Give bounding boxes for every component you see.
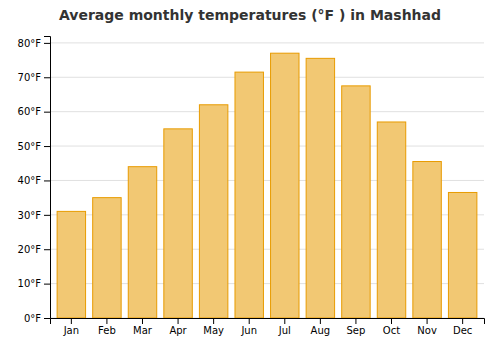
y-tick: 60°F [18,106,50,117]
x-tick-mark [391,318,392,324]
x-tick-label: Dec [453,325,472,336]
x-tick-mark [355,318,356,324]
grid-line [50,146,484,147]
y-tick: 30°F [18,210,50,221]
bar [377,122,405,318]
x-tick-mark [142,318,143,324]
y-tick-label: 80°F [18,38,42,49]
x-tick-label: Jan [63,325,79,336]
x-tick-label: Nov [417,325,437,336]
x-tick-label: Aug [311,325,331,336]
chart: Average monthly temperatures (°F ) in Ma… [0,0,500,350]
y-tick-mark [44,284,50,285]
x-tick-mark [427,318,428,324]
y-tick-mark [44,43,50,44]
x-tick: Jun [240,318,257,336]
x-tick: May [203,318,224,336]
bar [235,72,263,318]
x-tick-mark [71,318,72,324]
x-tick-label: Sep [347,325,366,336]
title: Average monthly temperatures (°F ) in Ma… [59,7,441,23]
y-tick-label: 40°F [18,175,42,186]
x-tick-mark [249,318,250,324]
x-tick: Mar [133,318,153,336]
y-tick: 10°F [18,278,50,289]
bar [413,162,441,318]
grid-line [50,42,484,43]
x-tick: Sep [347,318,366,336]
x-tick: Nov [417,318,437,336]
y-tick-mark [44,215,50,216]
y-tick-mark [44,112,50,113]
bar [271,53,299,318]
x-tick-mark [178,318,179,324]
x-tick-mark [213,318,214,324]
y-tick-label: 50°F [18,141,42,152]
bar [57,211,85,318]
x-axis: Jan Feb Mar Apr May Jun Jul Aug Sep Oct Nov Dec [51,318,485,336]
bar [128,167,156,318]
y-tick-label: 10°F [18,278,42,289]
y-tick-label: 30°F [18,210,42,221]
x-tick-label: Apr [169,325,187,336]
bar [93,198,121,318]
x-tick-mark [320,318,321,324]
grid-line [50,77,484,78]
y-tick-label: 60°F [18,106,42,117]
bar [164,129,192,318]
y-tick-label: 20°F [18,244,42,255]
y-tick-mark [44,318,50,319]
x-tick: Jan [63,318,79,336]
y-tick-label: 70°F [18,72,42,83]
x-tick-mark [106,318,107,324]
y-tick: 40°F [18,175,50,186]
plot: Jan Feb Mar Apr May Jun Jul Aug Sep Oct Nov Dec 0°F 1… [18,37,485,337]
y-tick: 50°F [18,141,50,152]
x-tick: Apr [169,318,187,336]
x-tick: Aug [311,318,331,336]
x-tick-label: May [203,325,224,336]
y-tick-mark [44,249,50,250]
x-tick-label: Oct [383,325,400,336]
y-tick: 70°F [18,72,50,83]
x-tick: Jul [278,318,291,336]
x-tick: Feb [98,318,116,336]
bar [448,192,476,318]
x-tick-label: Mar [133,325,153,336]
y-tick-mark [44,180,50,181]
x-tick-mark [462,318,463,324]
y-axis: 0°F 10°F 20°F 30°F 40°F 50°F 60°F 70°F 80°F [18,37,51,324]
bars [57,53,477,318]
y-tick-mark [44,146,50,147]
y-axis-line [44,37,51,319]
y-tick: 80°F [18,38,50,49]
grid [50,43,484,318]
y-tick-label: 0°F [24,313,41,324]
x-tick-label: Jul [278,325,291,336]
bar [342,86,370,318]
x-tick-label: Jun [240,325,257,336]
bar [199,105,227,318]
x-tick-label: Feb [98,325,116,336]
y-tick: 0°F [24,313,50,324]
grid-line [50,111,484,112]
x-tick-mark [284,318,285,324]
x-tick: Oct [383,318,400,336]
x-tick: Dec [453,318,472,336]
y-tick: 20°F [18,244,50,255]
y-tick-mark [44,77,50,78]
bar [306,58,334,318]
x-axis-line [51,319,485,325]
